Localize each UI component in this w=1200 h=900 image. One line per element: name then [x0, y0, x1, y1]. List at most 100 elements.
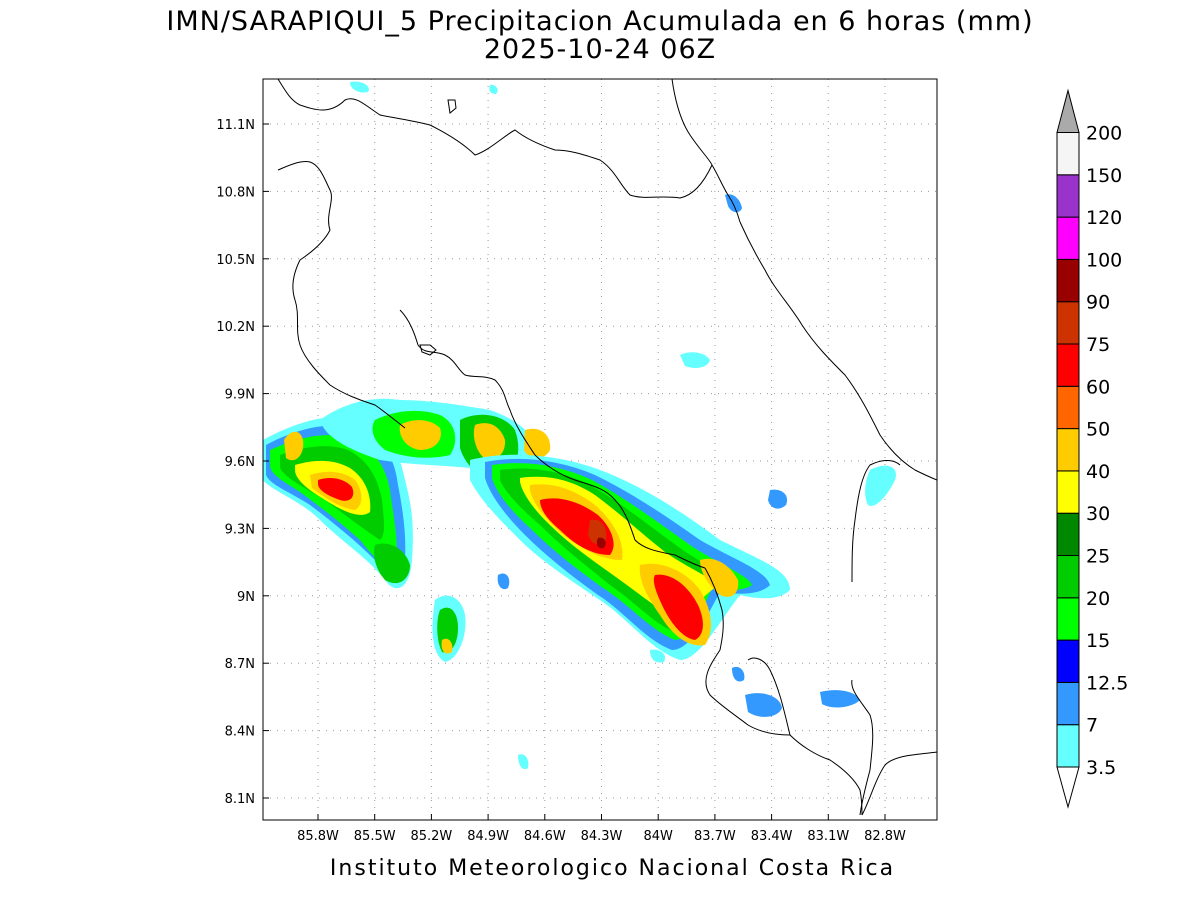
bocas-del-toro-coastline [851, 460, 901, 583]
colorbar-segment [1056, 216, 1080, 260]
colorbar-segment [1056, 555, 1080, 599]
colorbar-label: 120 [1086, 207, 1122, 229]
colorbar-label: 100 [1086, 249, 1122, 271]
colorbar-segment [1056, 258, 1080, 303]
colorbar-label: 25 [1086, 546, 1110, 568]
south-pacific-coastline [789, 734, 863, 816]
lon-tick-label: 84.6W [524, 829, 566, 844]
precip-area-caribbean [725, 194, 742, 213]
lat-tick-label: 9.6N [225, 455, 255, 470]
osa-peninsula-coastline [705, 649, 791, 736]
lon-tick-label: 84W [643, 829, 673, 844]
precip-area-caribbean [350, 81, 369, 93]
lat-tick-label: 10.8N [216, 185, 255, 200]
longitude-axis: 85.8W 85.5W 85.2W 84.9W 84.6W 84.3W 84W 83.7W 83… [297, 814, 906, 844]
precip-area-central [700, 558, 739, 597]
colorbar-segment [1056, 681, 1080, 726]
colorbar-label: 12.5 [1086, 672, 1128, 694]
colorbar-segment [1056, 385, 1080, 430]
precip-area-central [653, 574, 703, 640]
map-footer-institution: Instituto Meteorologico Nacional Costa R… [329, 856, 896, 881]
colorbar-label: 30 [1086, 503, 1110, 525]
precip-area-central [596, 537, 606, 549]
precip-area-north [473, 423, 506, 460]
precip-area-caribbean [489, 84, 498, 94]
nicaragua-pacific-coastline [277, 79, 713, 199]
lon-tick-label: 83.4W [751, 829, 793, 844]
precip-area-caribbean [680, 352, 710, 368]
precip-area-west [284, 431, 304, 461]
colorbar-segment [1056, 132, 1080, 176]
colorbar-label: 3.5 [1086, 757, 1116, 779]
lat-tick-label: 9.9N [225, 388, 255, 403]
colorbar-label: 15 [1086, 630, 1110, 652]
colorbar-label: 75 [1086, 334, 1110, 356]
colorbar-under-triangle [1056, 766, 1080, 809]
map-title: IMN/SARAPIQUI_5 Precipitacion Acumulada … [166, 6, 1034, 37]
precip-area-caribbean [518, 754, 529, 770]
guanacaste-coastline [277, 161, 406, 429]
colorbar-segment [1056, 343, 1080, 387]
lon-tick-label: 85.2W [410, 829, 452, 844]
precip-area-caribbean [497, 573, 510, 590]
precip-area-caribbean [865, 465, 896, 506]
lat-tick-label: 8.1N [225, 792, 255, 807]
colorbar-legend: 3.5 7 12.5 15 20 25 30 40 50 60 75 90 100 120 150 200 [1056, 88, 1128, 809]
nicoya-gulf-coastline [399, 309, 706, 569]
precip-area-west [318, 478, 354, 501]
colorbar-segment [1056, 512, 1080, 557]
colorbar-label: 200 [1086, 123, 1122, 145]
san-juan-delta [711, 164, 741, 223]
coastlines-and-borders [277, 79, 937, 816]
lon-tick-label: 82.8W [864, 829, 906, 844]
colorbar-segment [1056, 174, 1080, 218]
chiriqui-coastline [861, 751, 937, 816]
colorbar-label: 50 [1086, 419, 1110, 441]
nicoya-island [419, 344, 437, 356]
lat-tick-label: 11.1N [216, 118, 255, 133]
colorbar-over-triangle [1056, 88, 1080, 133]
colorbar-segment [1056, 639, 1080, 683]
colorbar-label: 7 [1086, 715, 1098, 737]
lon-tick-label: 85.5W [354, 829, 396, 844]
precip-area-north [524, 428, 551, 459]
precip-area-north [399, 420, 441, 450]
precip-area-caribbean [650, 649, 666, 663]
colorbar-label: 20 [1086, 588, 1110, 610]
colorbar-segment [1056, 428, 1080, 472]
colorbar-segment [1056, 301, 1080, 345]
lon-tick-label: 84.3W [581, 829, 623, 844]
precip-area-west [374, 543, 410, 584]
lat-tick-label: 8.4N [225, 725, 255, 740]
lat-tick-label: 8.7N [225, 657, 255, 672]
precip-area-caribbean [768, 489, 788, 509]
precip-area-caribbean [820, 690, 860, 708]
lat-tick-label: 9.3N [225, 522, 255, 537]
lat-tick-label: 10.2N [216, 320, 255, 335]
lake-island [447, 99, 457, 114]
lon-tick-label: 84.9W [467, 829, 509, 844]
lon-tick-label: 85.8W [297, 829, 339, 844]
colorbar-label: 60 [1086, 376, 1110, 398]
colorbar-segment [1056, 724, 1080, 768]
precipitation-field [263, 81, 896, 770]
burica-peninsula-coastline [851, 679, 874, 816]
costa-rica-caribbean-coastline [739, 221, 937, 481]
lat-tick-label: 9N [237, 590, 255, 605]
lon-tick-label: 83.1W [807, 829, 849, 844]
colorbar-label: 40 [1086, 461, 1110, 483]
colorbar-label: 150 [1086, 165, 1122, 187]
map-subtitle-date: 2025-10-24 06Z [483, 34, 717, 65]
colorbar-segment [1056, 470, 1080, 514]
precip-area-south [441, 638, 453, 654]
colorbar-segment [1056, 597, 1080, 641]
colorbar-label: 90 [1086, 292, 1110, 314]
lat-tick-label: 10.5N [216, 253, 255, 268]
precip-area-caribbean [745, 693, 782, 717]
nicaragua-caribbean-coastline [671, 79, 713, 166]
latitude-axis: 11.1N 10.8N 10.5N 10.2N 9.9N 9.6N 9.3N 9N 8.7N 8.… [216, 118, 269, 807]
lon-tick-label: 83.7W [694, 829, 736, 844]
precip-area-caribbean [732, 666, 745, 682]
panama-border [704, 567, 724, 651]
